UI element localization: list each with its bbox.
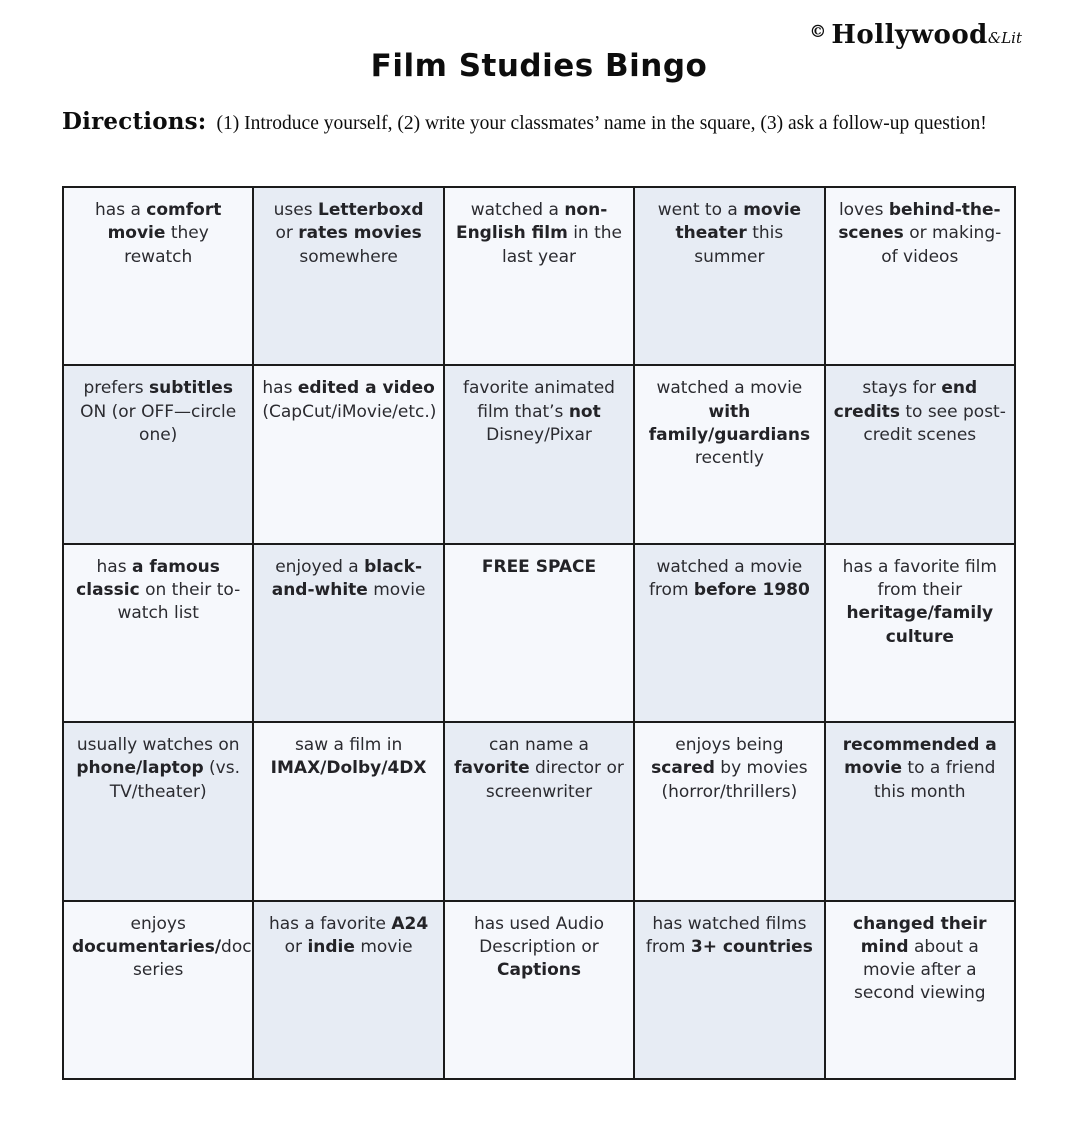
bingo-cell: watched a movie with family/guardians re… [634, 365, 825, 544]
bingo-cell: can name a favorite director or screenwr… [443, 722, 635, 901]
bingo-cell: favorite animated film that’s not Disney… [443, 365, 635, 544]
bingo-cell: watched a non-English film in the last y… [443, 187, 635, 366]
bingo-grid: has a comfort movie they rewatch uses Let… [62, 186, 1016, 1080]
bingo-cell: watched a movie from before 1980 [634, 543, 825, 723]
bingo-cell: enjoyed a black-and-white movie [253, 543, 444, 723]
bingo-cell: saw a film in IMAX/Dolby/4DX [253, 722, 444, 901]
brand-name: Hollywood [831, 20, 988, 50]
bingo-cell: has watched films from 3+ countries [634, 900, 825, 1079]
brand-suffix: &Lit [987, 29, 1022, 47]
bingo-cell: has a comfort movie they rewatch [63, 187, 254, 366]
page-title: Film Studies Bingo [370, 48, 708, 84]
bingo-cell: has a favorite A24 or indie movie [253, 900, 444, 1079]
directions-label: Directions: [62, 108, 207, 135]
bingo-cell: changed their mind about a movie after a… [824, 900, 1015, 1079]
bingo-cell: has used Audio Description or Captions [443, 900, 635, 1079]
bingo-cell: usually watches on phone/laptop (vs. TV/… [63, 722, 254, 901]
bingo-cell: recommended a movie to a friend this mon… [824, 722, 1015, 901]
brand-logo: © Hollywood&Lit [809, 20, 1022, 50]
bingo-cell: enjoys documentaries/docu-series [63, 900, 254, 1079]
bingo-cell: went to a movie theater this summer [634, 187, 825, 366]
bingo-cell: has a favorite film from their heritage/… [824, 543, 1015, 723]
bingo-cell: has a famous classic on their to-watch l… [63, 543, 254, 723]
copyright-symbol: © [809, 22, 827, 42]
bingo-cell: has edited a video (CapCut/iMovie/etc.) [253, 365, 444, 544]
bingo-cell: loves behind-the-scenes or making-of vid… [824, 187, 1015, 366]
directions-text: (1) Introduce yourself, (2) write your c… [216, 113, 987, 134]
bingo-cell: stays for end credits to see post-credit… [824, 365, 1015, 544]
bingo-cell: FREE SPACE [443, 543, 635, 723]
bingo-cell: enjoys being scared by movies (horror/th… [634, 722, 825, 901]
bingo-cell: prefers subtitles ON (or OFF—circle one) [63, 365, 254, 544]
bingo-cell: uses Letterboxd or rates movies somewher… [253, 187, 444, 366]
directions: Directions: (1) Introduce yourself, (2) w… [62, 108, 1022, 135]
